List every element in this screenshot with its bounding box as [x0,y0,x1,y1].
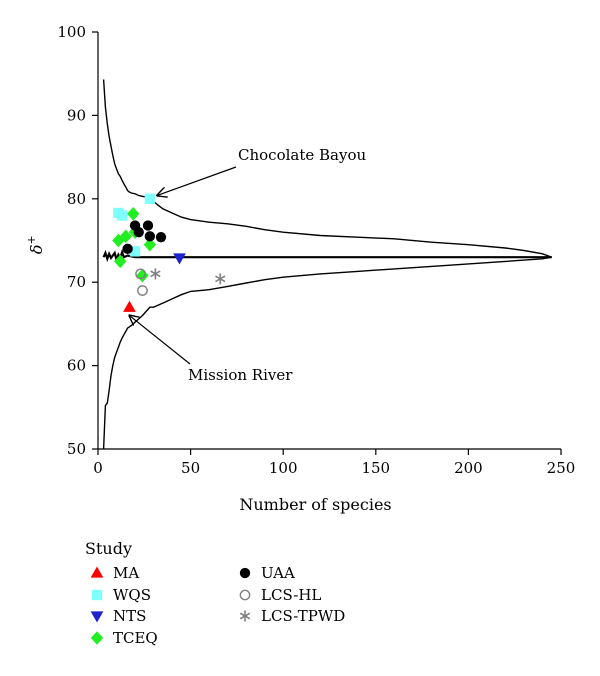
x-tick-label: 0 [93,459,103,477]
nts-point [173,253,186,265]
tceq-point [119,229,132,244]
y-tick-label: 90 [67,106,86,124]
tceq-point [136,268,149,283]
mean-line [102,248,552,264]
legend-label-ma: MA [113,564,139,582]
uaa-point [122,243,133,255]
lcs-tpwd-point [215,273,226,285]
legend-marker-uaa [239,567,251,579]
annotation-arrow [157,166,237,195]
funnel-lower-line [102,256,552,450]
x-tick-label: 50 [181,459,200,477]
annotations: Chocolate Bayou Mission River [129,146,366,384]
x-tick-label: 250 [547,459,576,477]
legend-marker-tceq [90,631,104,645]
tceq-point [143,237,157,252]
x-tick-label: 150 [361,459,390,477]
legend-label-nts: NTS [113,607,146,625]
wqs-point [116,210,128,221]
y-tick-label: 80 [67,190,86,208]
legend-label-wqs: WQS [113,586,151,604]
legend-marker-wqs [91,589,103,601]
ma-point [123,300,136,312]
annotation-mission-river: Mission River [188,366,293,384]
legend-label-lcs-hl: LCS-HL [261,586,321,604]
data-points [112,193,226,312]
legend: Study MA WQS NTS TCEQ UAA LCS-HL LCS-TPWD [85,539,345,647]
legend-marker-lcs-tpwd [239,610,251,622]
legend-label-tceq: TCEQ [113,629,158,647]
wqs-point [144,193,156,204]
y-tick-label: 50 [67,440,86,458]
tceq-point [127,207,140,221]
x-tick-label: 100 [269,459,298,477]
legend-label-lcs-tpwd: LCS-TPWD [261,607,345,625]
y-tick-label: 100 [57,23,86,41]
legend-marker-nts [90,611,104,623]
legend-marker-ma [90,566,104,578]
uaa-point [133,226,144,238]
tceq-point [114,254,127,269]
uaa-point [142,220,154,231]
x-tick-label: 200 [454,459,483,477]
y-tick-label: 60 [67,357,86,375]
lcs-hl-point [137,285,148,296]
funnel-upper-line [102,79,552,258]
annotation-arrow [129,316,191,365]
axes: 0 50 100 150 200 250 50 60 70 80 90 100 Number of sp… [25,23,575,514]
legend-title: Study [85,539,132,558]
y-tick-label: 70 [67,273,86,291]
legend-marker-lcs-hl [239,589,251,601]
uaa-point [155,231,167,243]
y-axis-label: δ+ [25,235,46,254]
lcs-hl-point [135,268,146,280]
funnel [102,79,552,450]
legend-label-uaa: UAA [261,564,295,582]
annotation-chocolate-bayou: Chocolate Bayou [238,146,366,164]
lcs-tpwd-point [150,268,161,280]
x-axis-label: Number of species [239,495,391,514]
uaa-point [144,231,156,242]
